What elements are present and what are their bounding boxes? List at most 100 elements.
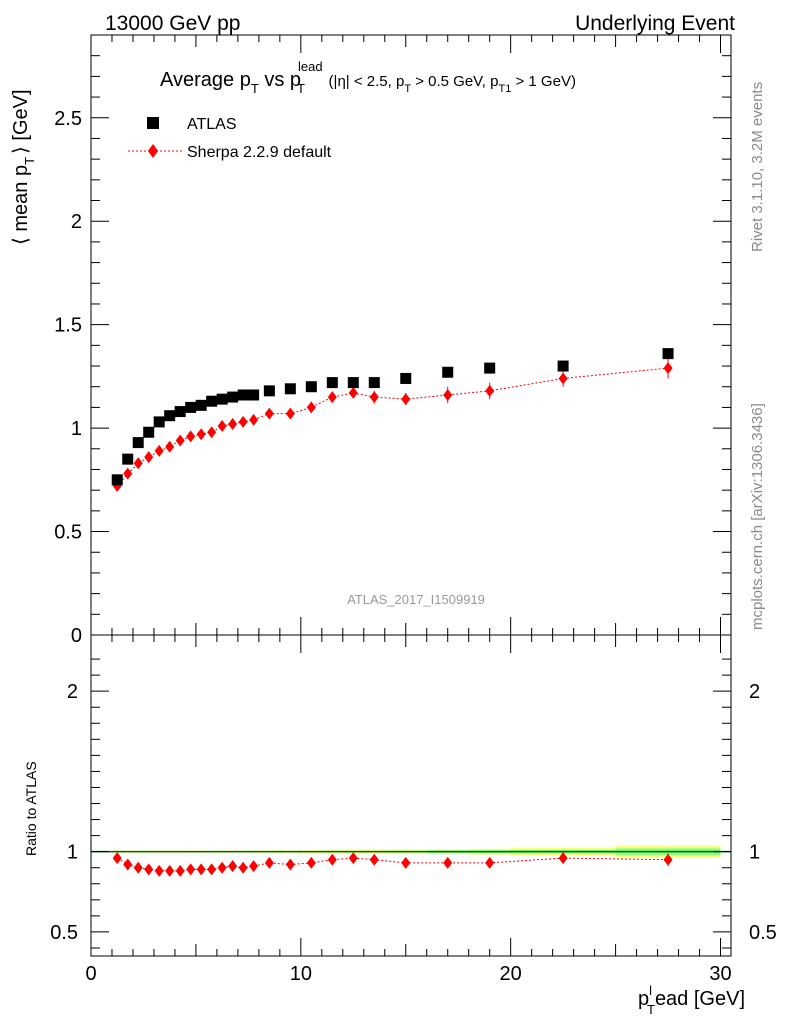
ratio-y-tick-labels: 0.5 0.5 1 1 2 2	[50, 681, 777, 944]
title-prefix: Average p	[160, 69, 251, 91]
y-title-sub: T	[22, 157, 37, 165]
atlas-point	[227, 391, 239, 403]
y-title-main: ⟨ mean p	[10, 165, 32, 245]
sherpa-point	[144, 451, 154, 464]
sherpa-ratio-point	[306, 856, 316, 869]
sherpa-ratio-point	[401, 856, 411, 869]
ratio-y-tick-label: 1	[67, 842, 78, 864]
header-right: Underlying Event	[575, 12, 735, 35]
title-cuts-3: > 1 GeV)	[511, 73, 576, 90]
title-cuts-sub-t1: T1	[498, 83, 511, 95]
sherpa-ratio-point	[327, 853, 337, 866]
sherpa-point	[485, 384, 495, 397]
main-y-tick-label-zero: 0	[71, 625, 82, 647]
sherpa-ratio-point	[663, 853, 673, 866]
atlas-point	[484, 362, 496, 374]
legend-sherpa-marker	[148, 144, 158, 158]
title-sup-lead: lead	[298, 59, 323, 74]
sherpa-ratio-point	[207, 863, 217, 876]
atlas-series	[111, 348, 674, 486]
x-title-sub: T	[647, 1002, 655, 1017]
sherpa-ratio-point	[186, 863, 196, 876]
x-axis-title: pl Tead [GeV]	[638, 983, 745, 1017]
x-title-rest: ead [GeV]	[655, 988, 745, 1010]
x-title-main: p	[638, 988, 649, 1010]
atlas-point	[237, 389, 249, 401]
ratio-y-tick-label: 0.5	[50, 922, 78, 944]
sherpa-point	[196, 428, 206, 441]
atlas-point	[368, 377, 380, 389]
atlas-point	[111, 474, 123, 486]
x-tick-label: 10	[290, 963, 312, 985]
sherpa-ratio-point	[238, 861, 248, 874]
atlas-point	[153, 416, 165, 428]
sherpa-ratio-point	[123, 858, 133, 871]
atlas-point	[248, 389, 260, 401]
ratio-y-tick-label-right: 0.5	[749, 922, 777, 944]
sherpa-ratio-point	[165, 864, 175, 877]
sherpa-ratio-point	[485, 856, 495, 869]
legend-atlas-marker	[147, 117, 159, 129]
plot-title: Average pT vs pTlead(|η| < 2.5, pT > 0.5…	[160, 59, 576, 96]
atlas-point	[442, 366, 454, 378]
main-y-tick-label: 1.5	[54, 315, 82, 337]
header-left: 13000 GeV pp	[105, 12, 240, 35]
title-cuts-sub-t: T	[404, 83, 411, 95]
sherpa-ratio-point	[558, 852, 568, 865]
ratio-y-tick-label: 2	[67, 681, 78, 703]
x-tick-label: 20	[500, 963, 522, 985]
sherpa-point	[264, 407, 274, 420]
sherpa-point	[663, 362, 673, 375]
sherpa-ratio-point	[144, 863, 154, 876]
sherpa-ratio-series	[112, 852, 673, 877]
atlas-point	[326, 377, 338, 389]
sherpa-ratio-point	[443, 856, 453, 869]
title-sub-t: T	[251, 81, 259, 96]
atlas-point	[143, 426, 155, 438]
sherpa-ratio-point	[285, 858, 295, 871]
atlas-point	[263, 385, 275, 397]
sherpa-point	[401, 393, 411, 406]
atlas-point	[284, 383, 296, 395]
x-tick-label: 0	[85, 963, 96, 985]
sherpa-point	[238, 415, 248, 428]
atlas-point	[557, 360, 569, 372]
sherpa-ratio-point	[348, 852, 358, 865]
ratio-frame	[90, 634, 732, 957]
sherpa-point	[207, 426, 217, 439]
main-y-tick-label: 0.5	[54, 522, 82, 544]
atlas-point	[347, 377, 359, 389]
atlas-point	[195, 399, 207, 411]
legend-atlas-label: ATLAS	[187, 116, 237, 133]
main-y-tick-label: 2.5	[54, 108, 82, 130]
sherpa-point	[217, 420, 227, 433]
title-mid: vs p	[259, 69, 301, 91]
title-cuts-1: (|η| < 2.5, p	[329, 73, 405, 90]
sherpa-series	[112, 357, 673, 493]
sherpa-point	[558, 372, 568, 385]
sherpa-ratio-point	[249, 860, 259, 873]
title-sub-t-2: T	[297, 81, 305, 96]
atlas-point	[662, 348, 674, 360]
ratio-y-axis-title: Ratio to ATLAS	[23, 761, 39, 856]
mcplots-label: mcplots.cern.ch [arXiv:1306.3436]	[749, 403, 766, 630]
sherpa-ratio-point	[369, 853, 379, 866]
atlas-point	[164, 410, 176, 422]
atlas-point	[132, 437, 144, 449]
sherpa-point	[285, 407, 295, 420]
sherpa-point	[306, 401, 316, 414]
atlas-point	[400, 372, 412, 384]
main-y-tick-labels: 0.5 1 1.5 2 2.5 0	[54, 108, 82, 647]
sherpa-ratio-point	[217, 861, 227, 874]
rivet-label: Rivet 3.1.10, 3.2M events	[749, 82, 766, 252]
atlas-point	[305, 381, 317, 393]
main-y-tick-label: 1	[71, 418, 82, 440]
sherpa-ratio-point	[175, 864, 185, 877]
sherpa-point	[133, 457, 143, 470]
sherpa-point	[123, 467, 133, 480]
sherpa-point	[165, 440, 175, 453]
ratio-y-tick-label-right: 2	[749, 681, 760, 703]
y-title-unit: ⟩ [GeV]	[10, 89, 32, 154]
analysis-watermark: ATLAS_2017_I1509919	[347, 592, 485, 607]
sherpa-point	[443, 389, 453, 401]
